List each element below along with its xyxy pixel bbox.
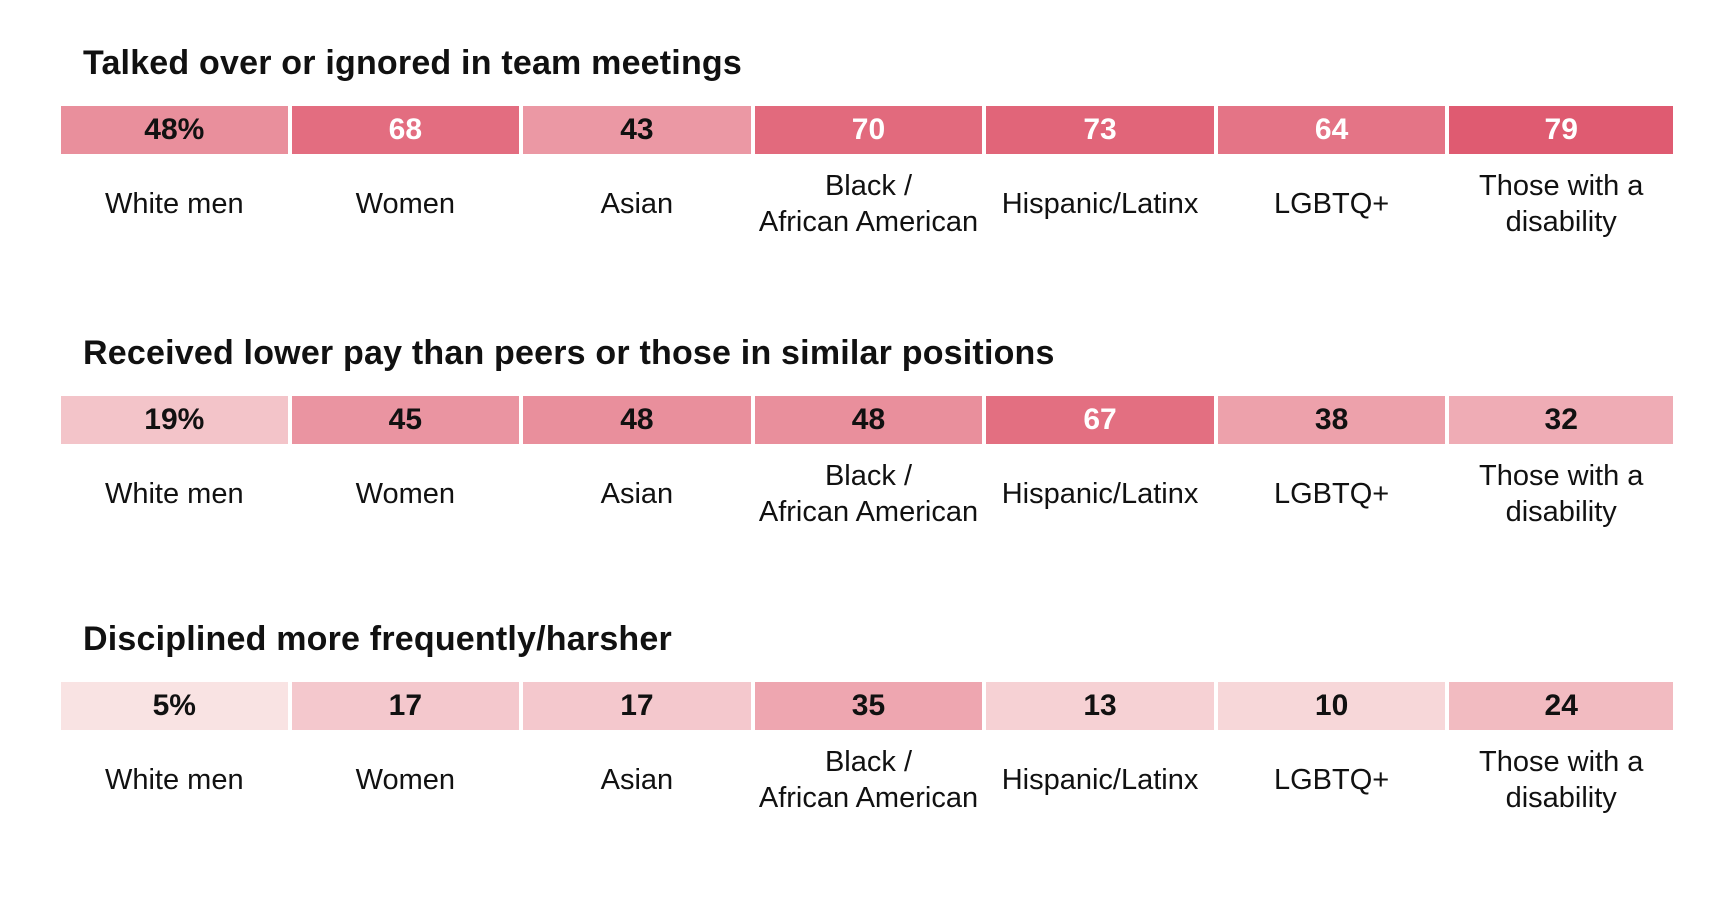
category-label: Women [355,764,456,796]
heatmap-cell: 24 [1449,682,1674,730]
category-label: Asian [600,478,674,510]
category-label: Those with a disability [1478,460,1644,528]
category-label: White men [104,188,244,220]
heatmap-cell: 19% [61,396,288,444]
heatmap-cell: 5% [61,682,288,730]
category-label: Those with a disability [1478,746,1644,814]
heatmap-cell: 35 [754,682,983,730]
heatmap-row: 48% 68 43 70 73 64 79 [61,106,1674,154]
category-label: Asian [600,188,674,220]
heatmap-cell: 67 [986,396,1214,444]
category-label: Black / African American [758,170,979,238]
panel-title: Disciplined more frequently/harsher [83,620,672,658]
heatmap-cell: 17 [291,682,520,730]
category-label: Black / African American [758,460,979,528]
heatmap-cell: 48 [523,396,751,444]
category-label: White men [104,764,244,796]
heatmap-cell: 38 [1217,396,1446,444]
heatmap-cell: 13 [986,682,1214,730]
category-label: LGBTQ+ [1273,478,1390,510]
category-label: White men [104,478,244,510]
category-labels: White men Women Asian Black / African Ameri… [61,458,1673,530]
heatmap-cell: 73 [986,106,1214,154]
category-label: Women [355,188,456,220]
heatmap-cell: 43 [523,106,751,154]
heatmap-cell: 64 [1217,106,1446,154]
category-label: Hispanic/Latinx [1001,188,1199,220]
category-label: LGBTQ+ [1273,188,1390,220]
heatmap-cell: 79 [1449,106,1674,154]
category-labels: White men Women Asian Black / African Ameri… [61,744,1673,816]
category-label: Black / African American [758,746,979,814]
category-label: Women [355,478,456,510]
heatmap-cell: 45 [291,396,520,444]
heatmap-cell: 32 [1449,396,1674,444]
heatmap-row: 5% 17 17 35 13 10 24 [61,682,1674,730]
heatmap-cell: 48 [754,396,983,444]
heatmap-cell: 68 [291,106,520,154]
heatmap-cell: 70 [754,106,983,154]
category-label: LGBTQ+ [1273,764,1390,796]
category-label: Hispanic/Latinx [1001,478,1199,510]
heatmap-cell: 17 [523,682,751,730]
heatmap-cell: 10 [1217,682,1446,730]
category-label: Asian [600,764,674,796]
category-labels: White men Women Asian Black / African Ameri… [61,168,1673,240]
panel-title: Talked over or ignored in team meetings [83,44,742,82]
heatmap-cell: 48% [61,106,288,154]
category-label: Those with a disability [1478,170,1644,238]
category-label: Hispanic/Latinx [1001,764,1199,796]
panel-title: Received lower pay than peers or those i… [83,334,1055,372]
heatmap-row: 19% 45 48 48 67 38 32 [61,396,1674,444]
